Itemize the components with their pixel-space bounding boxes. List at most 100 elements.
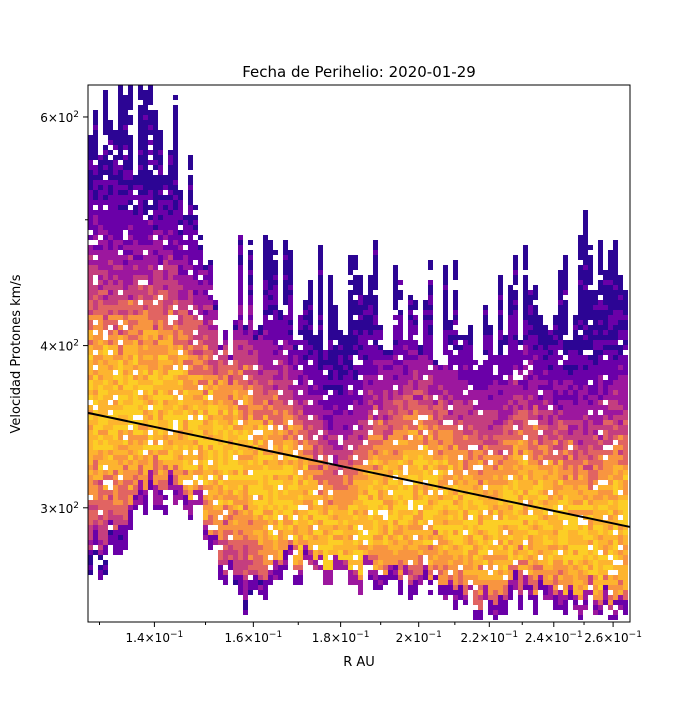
heatmap-cell — [308, 555, 313, 560]
heatmap-cell — [438, 510, 443, 515]
heatmap-cell — [148, 300, 153, 305]
heatmap-cell — [478, 435, 483, 440]
heatmap-cell — [353, 400, 358, 405]
heatmap-cell — [198, 445, 203, 450]
heatmap-cell — [248, 430, 253, 435]
heatmap-cell — [108, 270, 113, 275]
heatmap-cell — [173, 140, 178, 145]
heatmap-cell — [248, 540, 253, 545]
heatmap-cell — [338, 405, 343, 410]
heatmap-cell — [178, 195, 183, 200]
heatmap-cell — [388, 380, 393, 385]
heatmap-cell — [358, 280, 363, 285]
heatmap-cell — [448, 330, 453, 335]
heatmap-cell — [188, 295, 193, 300]
heatmap-cell — [303, 425, 308, 430]
heatmap-cell — [243, 350, 248, 355]
heatmap-cell — [163, 375, 168, 380]
heatmap-cell — [103, 560, 108, 565]
heatmap-cell — [103, 505, 108, 510]
heatmap-cell — [88, 135, 93, 140]
heatmap-cell — [473, 520, 478, 525]
heatmap-cell — [263, 300, 268, 305]
heatmap-cell — [168, 195, 173, 200]
heatmap-cell — [468, 400, 473, 405]
heatmap-cell — [458, 420, 463, 425]
heatmap-cell — [493, 420, 498, 425]
heatmap-cell — [433, 485, 438, 490]
heatmap-cell — [193, 500, 198, 505]
heatmap-cell — [348, 425, 353, 430]
heatmap-cell — [128, 135, 133, 140]
heatmap-cell — [368, 545, 373, 550]
heatmap-cell — [208, 365, 213, 370]
heatmap-cell — [333, 555, 338, 560]
heatmap-cell — [283, 375, 288, 380]
heatmap-cell — [463, 540, 468, 545]
heatmap-cell — [208, 480, 213, 485]
heatmap-cell — [388, 375, 393, 380]
heatmap-cell — [508, 300, 513, 305]
heatmap-cell — [243, 360, 248, 365]
heatmap-cell — [108, 345, 113, 350]
heatmap-cell — [268, 240, 273, 245]
heatmap-cell — [443, 385, 448, 390]
heatmap-cell — [473, 390, 478, 395]
heatmap-cell — [168, 410, 173, 415]
heatmap-cell — [223, 485, 228, 490]
heatmap-cell — [433, 555, 438, 560]
heatmap-cell — [288, 285, 293, 290]
heatmap-cell — [238, 415, 243, 420]
heatmap-cell — [398, 320, 403, 325]
heatmap-cell — [98, 400, 103, 405]
heatmap-cell — [413, 375, 418, 380]
heatmap-cell — [483, 410, 488, 415]
heatmap-cell — [453, 260, 458, 265]
heatmap-cell — [428, 435, 433, 440]
heatmap-cell — [138, 155, 143, 160]
heatmap-cell — [463, 510, 468, 515]
heatmap-cell — [348, 475, 353, 480]
heatmap-cell — [268, 490, 273, 495]
heatmap-cell — [368, 560, 373, 565]
heatmap-cell — [173, 345, 178, 350]
heatmap-cell — [393, 510, 398, 515]
heatmap-cell — [423, 465, 428, 470]
heatmap-cell — [488, 500, 493, 505]
heatmap-cell — [383, 460, 388, 465]
heatmap-cell — [108, 370, 113, 375]
heatmap-cell — [188, 385, 193, 390]
heatmap-cell — [148, 355, 153, 360]
heatmap-cell — [313, 445, 318, 450]
heatmap-cell — [263, 375, 268, 380]
heatmap-cell — [303, 405, 308, 410]
heatmap-cell — [288, 495, 293, 500]
heatmap-cell — [263, 580, 268, 585]
heatmap-cell — [88, 205, 93, 210]
heatmap-cell — [118, 345, 123, 350]
heatmap-cell — [463, 525, 468, 530]
heatmap-cell — [508, 450, 513, 455]
heatmap-cell — [138, 350, 143, 355]
heatmap-cell — [398, 395, 403, 400]
heatmap-cell — [233, 500, 238, 505]
heatmap-cell — [453, 450, 458, 455]
heatmap-cell — [198, 325, 203, 330]
heatmap-cell — [203, 455, 208, 460]
heatmap-cell — [153, 500, 158, 505]
heatmap-cell — [433, 500, 438, 505]
heatmap-cell — [463, 580, 468, 585]
heatmap-cell — [383, 370, 388, 375]
heatmap-cell — [88, 430, 93, 435]
heatmap-cell — [263, 480, 268, 485]
heatmap-cell — [268, 350, 273, 355]
heatmap-cell — [203, 400, 208, 405]
heatmap-cell — [93, 470, 98, 475]
heatmap-cell — [198, 245, 203, 250]
heatmap-cell — [118, 365, 123, 370]
heatmap-cell — [428, 470, 433, 475]
heatmap-cell — [158, 155, 163, 160]
heatmap-cell — [103, 350, 108, 355]
heatmap-cell — [88, 395, 93, 400]
heatmap-cell — [238, 465, 243, 470]
